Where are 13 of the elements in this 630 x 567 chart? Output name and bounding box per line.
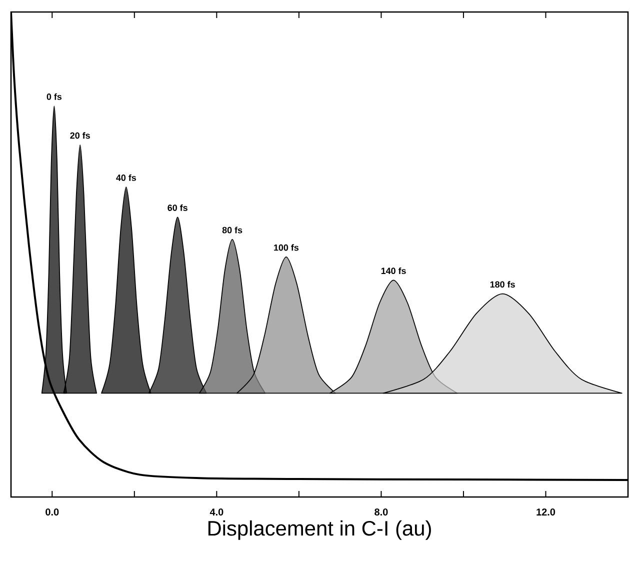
series-label: 180 fs — [490, 281, 515, 288]
series-label: 100 fs — [274, 244, 299, 251]
x-tick-label: 12.0 — [536, 508, 556, 516]
series-label: 20 fs — [70, 132, 90, 139]
series-label: 140 fs — [381, 267, 406, 274]
series-label: 80 fs — [222, 226, 242, 234]
series-label: 60 fs — [168, 204, 188, 211]
x-tick-label: 8.0 — [374, 508, 388, 516]
x-axis-title: Displacement in C-I (au) — [208, 520, 431, 540]
x-tick-label: 4.0 — [210, 508, 224, 516]
x-tick-label: 0.0 — [46, 508, 59, 516]
series-label: 40 fs — [116, 174, 136, 181]
series-label: 0 fs — [46, 93, 62, 100]
